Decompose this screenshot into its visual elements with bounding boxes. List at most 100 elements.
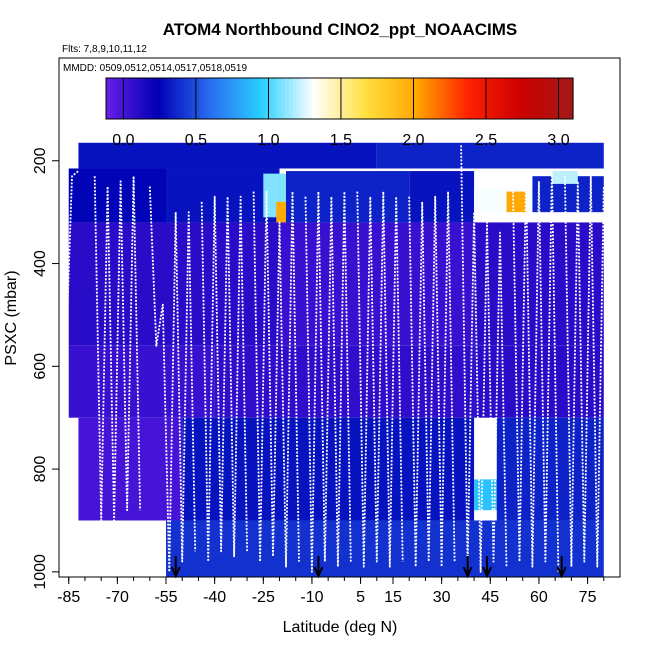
arrow-marker-head [313, 566, 324, 579]
colorbar-swatch [339, 78, 344, 119]
colorbar-swatch [137, 78, 142, 119]
x-tick-label: -40 [203, 589, 226, 606]
colorbar-swatch [312, 78, 317, 119]
flight-track [200, 195, 248, 563]
heatmap-cells [68, 142, 604, 577]
heatmap-cell [78, 142, 377, 169]
colorbar-swatch [417, 78, 422, 119]
heatmap-cell [166, 168, 280, 223]
flight-track [148, 186, 197, 573]
colorbar-swatch [530, 78, 535, 119]
colorbar-swatch [561, 78, 566, 119]
colorbar-swatch [506, 78, 512, 119]
x-tick-label: 30 [433, 589, 451, 606]
colorbar-swatch [199, 78, 204, 119]
colorbar-swatch [413, 78, 418, 119]
colorbar-swatch [273, 78, 278, 119]
colorbar-swatch [432, 78, 438, 119]
colorbar-swatch [378, 78, 383, 119]
dates-subtitle: MMDD: 0509,0512,0514,0517,0518,0519 [63, 63, 247, 74]
flight-track [564, 175, 612, 568]
arrow-marker-head [556, 566, 567, 579]
y-axis: 200 400 600 800 1000 [32, 147, 59, 590]
colorbar-swatch [565, 78, 570, 119]
colorbar-swatch [355, 78, 360, 119]
arrow-markers [170, 556, 567, 579]
colorbar-swatch [460, 78, 465, 119]
y-tick-label: 200 [32, 147, 49, 174]
flights-subtitle: Flts: 7,8,9,10,11,12 [62, 44, 147, 55]
colorbar-swatch [386, 78, 391, 119]
colorbar-swatch [292, 78, 298, 119]
colorbar-tick-label: 0.5 [185, 132, 207, 149]
colorbar-swatch [440, 78, 446, 119]
colorbar-swatch [304, 78, 309, 119]
colorbar-swatch [362, 78, 368, 119]
colorbar-swatch [261, 78, 267, 119]
colorbar-swatch [187, 78, 193, 119]
colorbar-swatch [557, 78, 562, 119]
colorbar-swatch [545, 78, 551, 119]
colorbar-swatch [106, 78, 111, 119]
colorbar-swatch [218, 78, 224, 119]
colorbar-swatch [405, 78, 411, 119]
colorbar-swatch [222, 78, 228, 119]
colorbar-swatch [257, 78, 263, 119]
colorbar-swatch [487, 78, 492, 119]
flight-track [64, 170, 80, 367]
x-axis-label: Latitude (deg N) [283, 619, 398, 636]
colorbar-swatch [541, 78, 547, 119]
colorbar-swatch [323, 78, 329, 119]
y-axis-label: PSXC (mbar) [3, 270, 20, 365]
colorbar-swatch [464, 78, 469, 119]
colorbar-swatch [277, 78, 282, 119]
colorbar-swatch [452, 78, 457, 119]
colorbar-tick-label: 1.5 [330, 132, 352, 149]
colorbar-swatch [382, 78, 387, 119]
heatmap-cell [68, 168, 167, 223]
colorbar-swatch [471, 78, 477, 119]
y-tick-label: 600 [32, 353, 49, 380]
heatmap-cell [182, 417, 475, 521]
colorbar-swatch [397, 78, 403, 119]
heatmap-cell [279, 222, 475, 346]
colorbar-swatch [436, 78, 442, 119]
x-tick-label: -55 [154, 589, 177, 606]
x-tick-label: 60 [530, 589, 548, 606]
flight-track [408, 190, 456, 568]
colorbar-swatch [425, 78, 430, 119]
colorbar-swatch [230, 78, 236, 119]
colorbar-swatch [374, 78, 380, 119]
heatmap-cell [506, 191, 526, 213]
colorbar-swatch [148, 78, 154, 119]
heatmap-cell [474, 345, 604, 418]
colorbar-tick-label: 2.5 [475, 132, 497, 149]
flight-track [512, 170, 560, 572]
colorbar-swatch [491, 78, 496, 119]
colorbar-swatch [343, 78, 348, 119]
colorbar-swatch [401, 78, 407, 119]
flight-track [460, 145, 508, 573]
arrow-marker-head [462, 566, 473, 579]
colorbar-swatch [179, 78, 185, 119]
colorbar-swatch [510, 78, 516, 119]
colorbar-tick-label: 2.0 [402, 132, 424, 149]
x-tick-label: -70 [106, 589, 129, 606]
heatmap-cell [496, 417, 604, 521]
colorbar-swatch [176, 78, 181, 119]
colorbar-swatch [226, 78, 232, 119]
colorbar-swatch [429, 78, 434, 119]
colorbar-swatch [475, 78, 481, 119]
colorbar-swatch [296, 78, 302, 119]
colorbar-swatch [351, 78, 356, 119]
colorbar-swatch [203, 78, 208, 119]
y-tick-label: 800 [32, 456, 49, 483]
colorbar-swatch [183, 78, 189, 119]
colorbar-swatch [534, 78, 539, 119]
colorbar-swatch [234, 78, 239, 119]
colorbar-swatch [249, 78, 255, 119]
heatmap-cell [376, 142, 604, 169]
colorbar-swatch [308, 78, 313, 119]
